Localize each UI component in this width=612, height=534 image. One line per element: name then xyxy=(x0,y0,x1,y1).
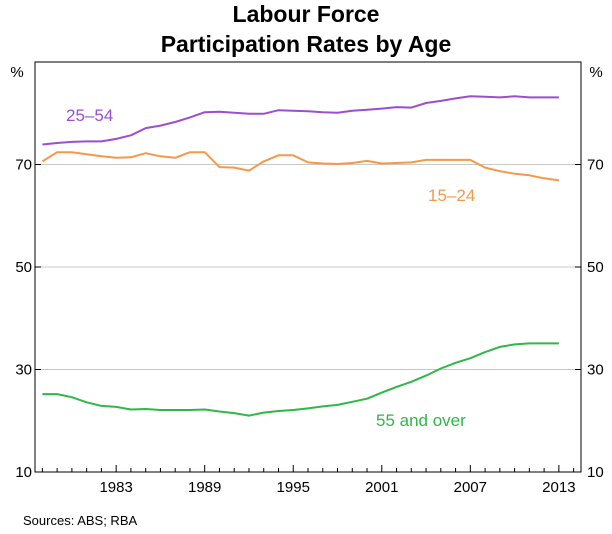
gridlines xyxy=(35,164,581,370)
series-label-15-24: 15–24 xyxy=(428,186,475,205)
ytick-label-left-50: 50 xyxy=(15,259,32,276)
y-unit-right: % xyxy=(589,64,602,81)
series-label-25-54: 25–54 xyxy=(66,106,113,125)
series-label-55-and-over: 55 and over xyxy=(376,411,466,430)
series-line-1 xyxy=(41,151,560,182)
xtick-label-2001: 2001 xyxy=(365,479,398,496)
ytick-label-left-30: 30 xyxy=(15,362,32,379)
series-line-2 xyxy=(42,342,559,417)
xtick-label-1983: 1983 xyxy=(99,479,132,496)
series-line-0 xyxy=(42,95,559,146)
y-axis-ticks: 10 10 30 30 50 50 70 70 xyxy=(15,157,603,482)
ytick-label-left-70: 70 xyxy=(15,157,32,174)
ytick-label-right-50: 50 xyxy=(587,259,604,276)
xtick-label-2007: 2007 xyxy=(454,479,487,496)
y-unit-left: % xyxy=(10,64,23,81)
chart-title-line-1: Labour Force xyxy=(233,1,380,27)
ytick-label-left-10: 10 xyxy=(15,464,32,481)
ytick-label-right-30: 30 xyxy=(587,362,604,379)
xtick-label-2013: 2013 xyxy=(542,479,575,496)
ytick-label-right-70: 70 xyxy=(587,157,604,174)
chart-title-line-2: Participation Rates by Age xyxy=(161,31,452,57)
xtick-label-1995: 1995 xyxy=(277,479,310,496)
plot-frame xyxy=(34,61,582,473)
source-note: Sources: ABS; RBA xyxy=(23,513,137,528)
ytick-label-right-10: 10 xyxy=(587,464,604,481)
x-axis-ticks: 1983 1989 1995 2001 2007 2013 xyxy=(41,465,576,496)
xtick-label-1989: 1989 xyxy=(188,479,221,496)
series-lines xyxy=(41,95,560,417)
